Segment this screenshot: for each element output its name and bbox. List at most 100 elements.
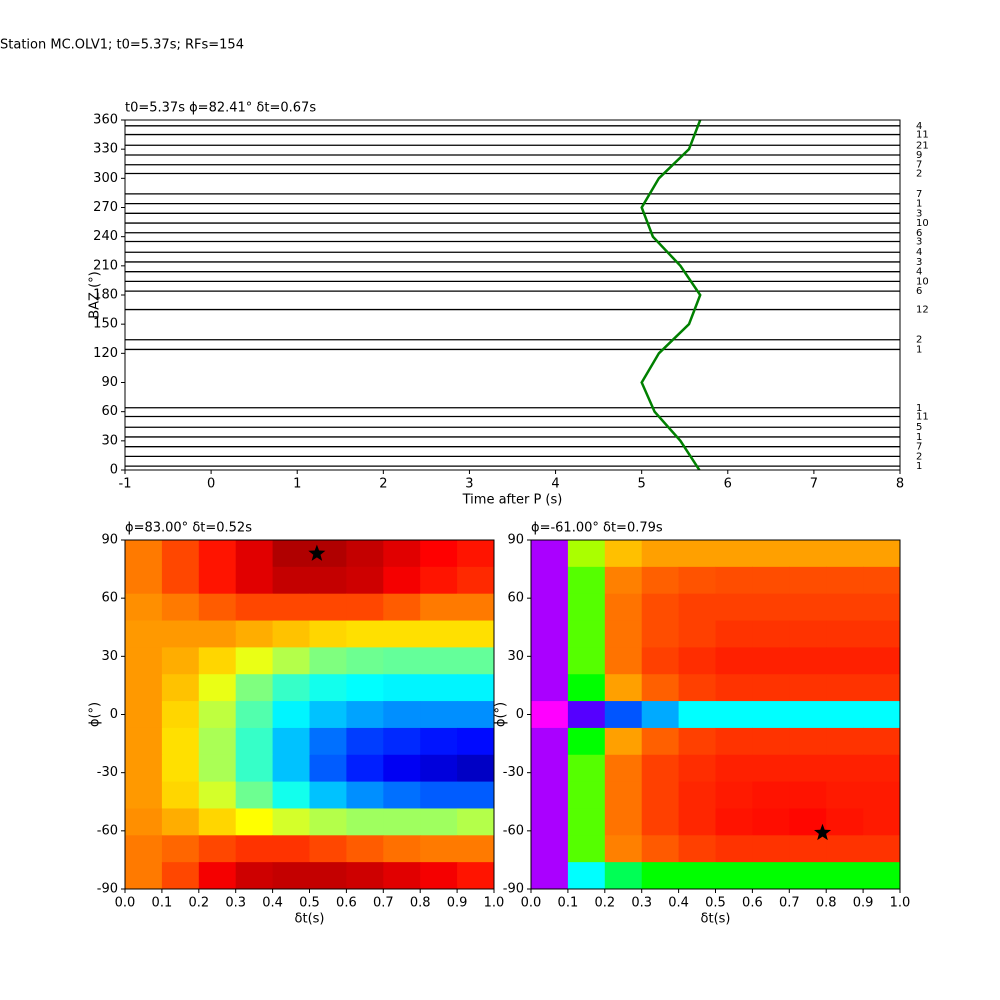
heat-cell <box>678 566 716 595</box>
heat-cell <box>420 593 458 622</box>
heat-cell <box>641 701 680 729</box>
heat-cell <box>641 727 680 756</box>
heat-cell <box>457 701 494 729</box>
heat-cell <box>678 620 716 648</box>
heat-cell <box>309 835 347 863</box>
heat-cell <box>235 862 274 889</box>
heat-cell <box>531 727 569 756</box>
x-axis-label: Time after P (s) <box>462 493 563 508</box>
trace-count: 21 <box>916 140 929 151</box>
heat-cell <box>272 540 310 568</box>
heat-cell <box>309 727 347 756</box>
heat-cell <box>863 540 900 568</box>
trace-count: 1 <box>916 344 922 355</box>
heat-cell <box>457 835 494 863</box>
y-tick-label: 30 <box>101 433 118 448</box>
x-tick-label: 7 <box>810 477 818 492</box>
heat-cell <box>309 781 347 809</box>
heat-cell <box>125 620 163 648</box>
heat-cell <box>125 674 163 702</box>
trace-count: 1 <box>916 432 922 443</box>
heat-cell <box>863 727 900 756</box>
heat-cell <box>715 540 753 568</box>
heat-cell <box>715 566 753 595</box>
heat-cell <box>715 727 753 756</box>
heat-cell <box>161 808 200 836</box>
heat-cell <box>826 540 864 568</box>
heat-cell <box>420 620 458 648</box>
star-marker <box>308 544 326 561</box>
heat-cell <box>161 566 200 595</box>
heat-cell <box>346 674 384 702</box>
heat-cell <box>272 754 310 783</box>
heat-cell <box>383 862 421 889</box>
heat-cell <box>531 593 569 622</box>
heat-cell <box>567 701 606 729</box>
x-tick-label: 0.5 <box>299 896 320 911</box>
heat-cell <box>531 754 569 783</box>
axes-frame <box>124 119 901 471</box>
heat-cell <box>826 754 864 783</box>
heat-cell <box>531 701 569 729</box>
x-tick-label: 0.1 <box>152 896 173 911</box>
heat-cell <box>641 566 680 595</box>
heat-cell <box>752 540 790 568</box>
x-tick-label: 0.8 <box>816 896 837 911</box>
trace-count: 6 <box>916 286 922 297</box>
heat-cell <box>567 647 606 675</box>
figure-title: Station MC.OLV1; t0=5.37s; RFs=154 <box>0 38 244 53</box>
heat-cell <box>383 647 421 675</box>
x-tick-label: 8 <box>896 477 904 492</box>
heat-cell <box>604 754 643 783</box>
heat-cell <box>198 593 237 622</box>
heat-cell <box>125 754 163 783</box>
y-tick-label: 150 <box>93 317 118 332</box>
heat-cell <box>420 647 458 675</box>
heat-cell <box>604 540 643 568</box>
x-tick-label: 0.4 <box>668 896 689 911</box>
y-tick-label: 240 <box>93 229 118 244</box>
heat-cell <box>604 674 643 702</box>
heat-cell <box>604 808 643 836</box>
heat-cell <box>567 808 606 836</box>
y-tick-label: 60 <box>101 404 118 419</box>
heat-cell <box>309 754 347 783</box>
heat-cell <box>161 620 200 648</box>
heat-cell <box>567 727 606 756</box>
y-tick-label: 300 <box>93 171 118 186</box>
heat-cell <box>272 566 310 595</box>
heat-cell <box>235 727 274 756</box>
heat-cell <box>420 674 458 702</box>
heat-cell <box>715 593 753 622</box>
heat-cell <box>125 727 163 756</box>
heat-cell <box>457 781 494 809</box>
x-tick-label: 0.7 <box>779 896 800 911</box>
x-tick-label: 0.6 <box>742 896 763 911</box>
heat-cell <box>641 674 680 702</box>
heat-cell <box>272 593 310 622</box>
heat-cell <box>383 566 421 595</box>
heat-cell <box>346 835 384 863</box>
heat-cell <box>752 593 790 622</box>
heat-cell <box>457 674 494 702</box>
heat-cell <box>383 674 421 702</box>
heat-cell <box>346 781 384 809</box>
heat-cell <box>272 727 310 756</box>
heat-cell <box>604 620 643 648</box>
heat-cell <box>198 862 237 889</box>
heat-cell <box>531 835 569 863</box>
heat-cell <box>826 593 864 622</box>
trace-count: 4 <box>916 267 922 278</box>
heat-cell <box>715 862 753 889</box>
heat-cell <box>420 701 458 729</box>
x-tick-label: 0.6 <box>336 896 357 911</box>
heat-cell <box>161 835 200 863</box>
trace-count: 2 <box>916 451 922 462</box>
trace-count: 1 <box>916 199 922 210</box>
heat-cell <box>272 701 310 729</box>
heat-cell <box>715 647 753 675</box>
heat-cell <box>715 754 753 783</box>
x-tick-label: -1 <box>119 477 132 492</box>
heat-cell <box>346 540 384 568</box>
heat-cell <box>420 566 458 595</box>
